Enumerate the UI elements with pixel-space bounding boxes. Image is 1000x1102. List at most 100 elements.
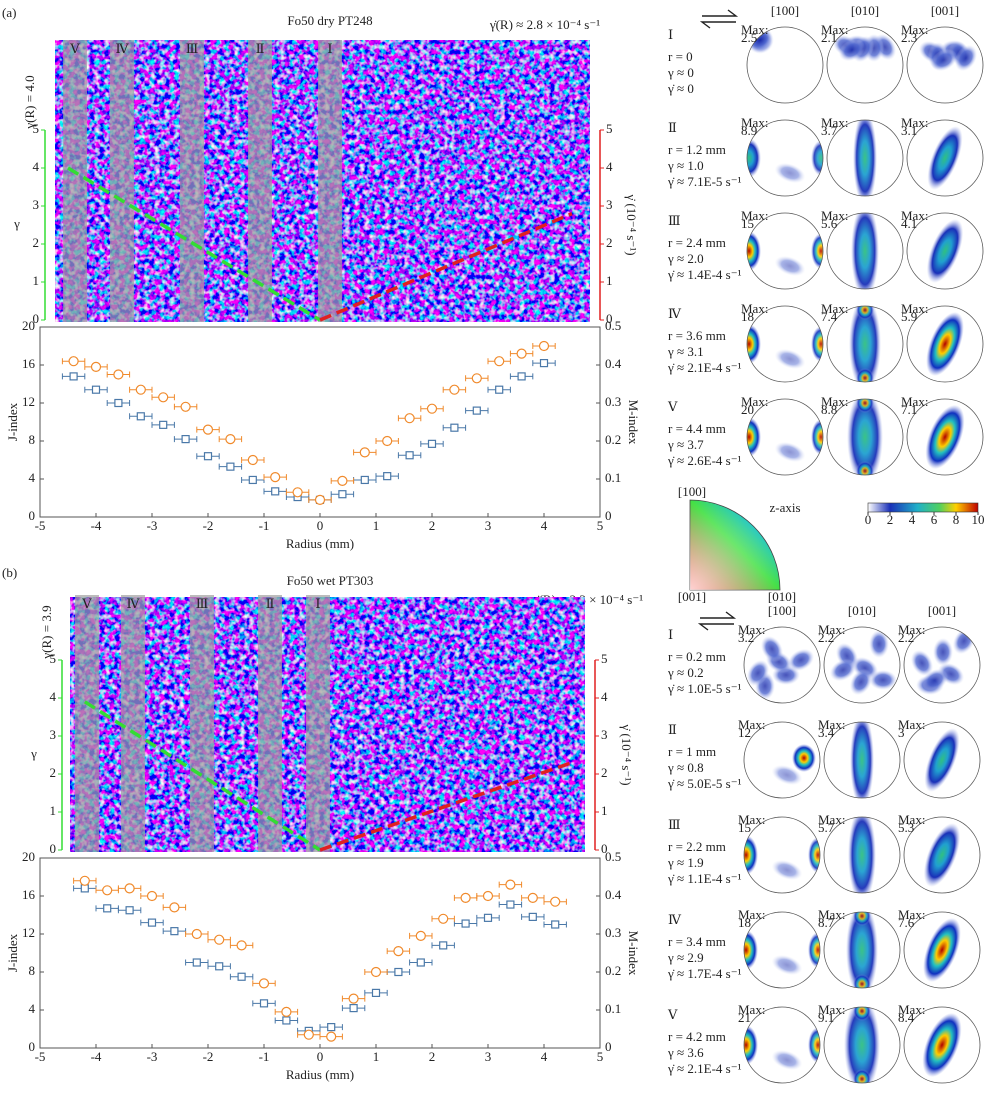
pole-density xyxy=(774,348,806,370)
y-tick-label: 0 xyxy=(33,311,40,326)
pole-density xyxy=(747,417,761,457)
row-radius: r = 4.2 mm xyxy=(668,1029,726,1044)
m-marker xyxy=(382,435,393,447)
y-label: J-index xyxy=(5,402,20,441)
j-marker xyxy=(495,385,504,394)
x-tick-label: 4 xyxy=(541,518,548,533)
j-marker xyxy=(203,452,213,461)
m-marker xyxy=(292,487,303,498)
m-marker xyxy=(550,896,561,907)
m-marker xyxy=(102,885,113,896)
pole-figure-outline xyxy=(903,1006,981,1084)
pf-column-header: [010] xyxy=(851,3,879,18)
annotation: γ(R) = 3.9 xyxy=(39,605,54,659)
y2-tick-label: 5 xyxy=(606,121,613,136)
m-marker xyxy=(538,340,550,352)
max-value: 15 xyxy=(741,216,754,231)
max-value: 5.9 xyxy=(901,309,917,324)
pole-density xyxy=(744,835,758,875)
shear-symbol xyxy=(697,9,739,631)
band-label: Ⅰ xyxy=(327,41,332,56)
pole-figure-outline xyxy=(906,26,984,104)
j-marker xyxy=(327,1022,336,1032)
pole-density xyxy=(849,668,873,696)
m-marker xyxy=(258,978,270,989)
strain-line xyxy=(83,700,321,852)
j-marker xyxy=(237,972,246,981)
m-marker xyxy=(348,993,359,1004)
max-label: Max: xyxy=(898,1002,925,1017)
pole-density xyxy=(926,219,964,283)
j-marker xyxy=(551,920,560,929)
j-marker xyxy=(147,918,157,927)
m-marker xyxy=(135,384,146,395)
band-label: Ⅳ xyxy=(127,596,141,611)
m-marker xyxy=(505,879,516,890)
y2-tick-label: 0.3 xyxy=(605,925,621,940)
y-tick-label: 5 xyxy=(33,121,40,136)
x-tick-label: -1 xyxy=(259,518,270,533)
y-tick-label: 2 xyxy=(50,765,57,780)
m-marker xyxy=(337,475,348,486)
pole-density xyxy=(838,38,866,62)
row-rate: γ̇ ≈ 1.7E-4 s⁻¹ xyxy=(667,966,742,981)
j-marker xyxy=(80,884,89,893)
y-tick-label: 16 xyxy=(22,887,36,902)
y-tick-label: 12 xyxy=(22,925,35,940)
pole-density xyxy=(924,728,960,792)
x-tick-label: 0 xyxy=(317,518,324,533)
j-marker xyxy=(539,359,549,368)
analysis-band xyxy=(75,595,99,852)
m-marker xyxy=(314,494,326,505)
pf-column-header: [010] xyxy=(848,603,876,618)
j-marker xyxy=(159,420,168,429)
m-marker xyxy=(124,883,135,894)
m-marker xyxy=(191,928,202,940)
pole-density xyxy=(923,823,961,887)
y-tick-label: 12 xyxy=(22,394,35,409)
pole-density xyxy=(774,441,806,463)
m-marker xyxy=(426,403,438,414)
pole-figure xyxy=(849,306,881,382)
j-marker xyxy=(349,1003,358,1013)
max-label: Max: xyxy=(741,394,768,409)
analysis-band xyxy=(63,40,87,322)
m-marker xyxy=(303,1029,314,1040)
max-label: Max: xyxy=(821,22,848,37)
row-radius: r = 0 xyxy=(668,49,693,64)
y2-tick-label: 5 xyxy=(601,651,608,666)
pole-figure-outline xyxy=(746,398,824,476)
m-marker xyxy=(270,472,281,483)
m-marker xyxy=(359,447,370,458)
colorbar-label: 0 xyxy=(865,512,872,527)
x-tick-label: -2 xyxy=(203,1049,214,1064)
pole-figure-outline xyxy=(746,119,824,197)
m-marker xyxy=(158,392,169,403)
pole-density xyxy=(856,368,874,382)
analysis-band xyxy=(248,40,272,322)
analysis-band xyxy=(318,40,342,322)
x-tick-label: -1 xyxy=(259,1049,270,1064)
max-label: Max: xyxy=(821,394,848,409)
pole-density xyxy=(930,48,958,72)
y-tick-label: 0 xyxy=(50,841,57,856)
pole-figure-outline xyxy=(906,398,984,476)
row-numeral: Ⅱ xyxy=(668,722,677,737)
pole-density xyxy=(910,649,934,677)
x-tick-label: 1 xyxy=(373,518,380,533)
y-tick-label: 4 xyxy=(50,689,57,704)
pole-figure-outline xyxy=(823,816,901,894)
x-tick-label: 5 xyxy=(597,1049,604,1064)
pole-density xyxy=(774,255,806,277)
j-marker xyxy=(405,451,414,460)
y2-tick-label: 0.2 xyxy=(605,963,621,978)
pole-figure xyxy=(926,219,964,283)
max-label: Max: xyxy=(741,115,768,130)
pole-density xyxy=(848,817,876,893)
pole-density xyxy=(849,306,881,382)
row-strain: γ ≈ 0 xyxy=(667,65,694,80)
plot-frame xyxy=(39,326,601,518)
max-value: 3 xyxy=(898,725,905,740)
pole-density xyxy=(846,912,878,988)
row-strain: γ ≈ 1.9 xyxy=(667,855,704,870)
